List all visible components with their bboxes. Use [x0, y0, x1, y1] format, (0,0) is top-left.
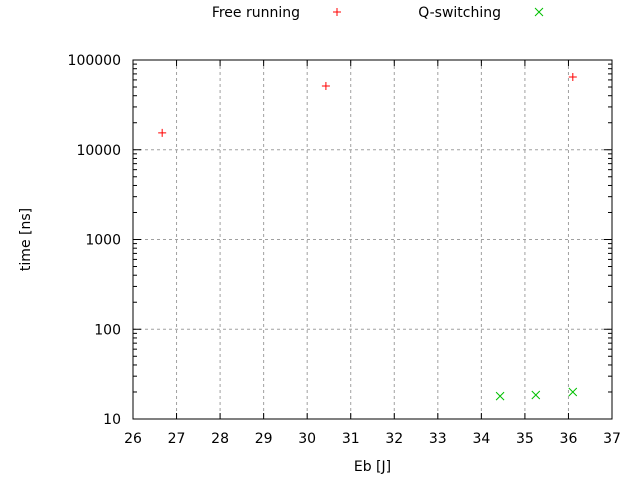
y-tick-label: 10	[103, 412, 121, 428]
x-tick-label: 35	[516, 431, 534, 447]
data-point	[495, 391, 505, 401]
y-tick-label: 100000	[68, 53, 121, 69]
x-tick-label: 34	[472, 431, 490, 447]
data-point	[531, 390, 541, 400]
data-point	[568, 73, 577, 82]
x-tick-label: 27	[168, 431, 186, 447]
y-axis-label: time [ns]	[18, 208, 34, 271]
plot-border	[132, 59, 613, 420]
x-tick-label: 32	[385, 431, 403, 447]
legend-label: Free running	[212, 5, 300, 21]
data-point	[568, 387, 578, 397]
y-tick-label: 100	[94, 322, 121, 338]
x-tick-label: 28	[211, 431, 229, 447]
x-tick-label: 26	[124, 431, 142, 447]
data-point	[321, 82, 330, 91]
x-axis-label: Eb [J]	[354, 459, 391, 475]
x-tick-label: 33	[429, 431, 447, 447]
x-tick-label: 30	[298, 431, 316, 447]
data-point	[158, 128, 167, 137]
y-tick-label: 1000	[85, 233, 121, 249]
x-tick-label: 37	[603, 431, 621, 447]
x-tick-label: 36	[560, 431, 578, 447]
legend-label: Q-switching	[418, 5, 501, 21]
legend-marker	[534, 7, 544, 17]
legend-marker	[333, 8, 341, 16]
x-tick-label: 31	[342, 431, 360, 447]
x-tick-label: 29	[255, 431, 273, 447]
y-tick-label: 10000	[76, 143, 121, 159]
